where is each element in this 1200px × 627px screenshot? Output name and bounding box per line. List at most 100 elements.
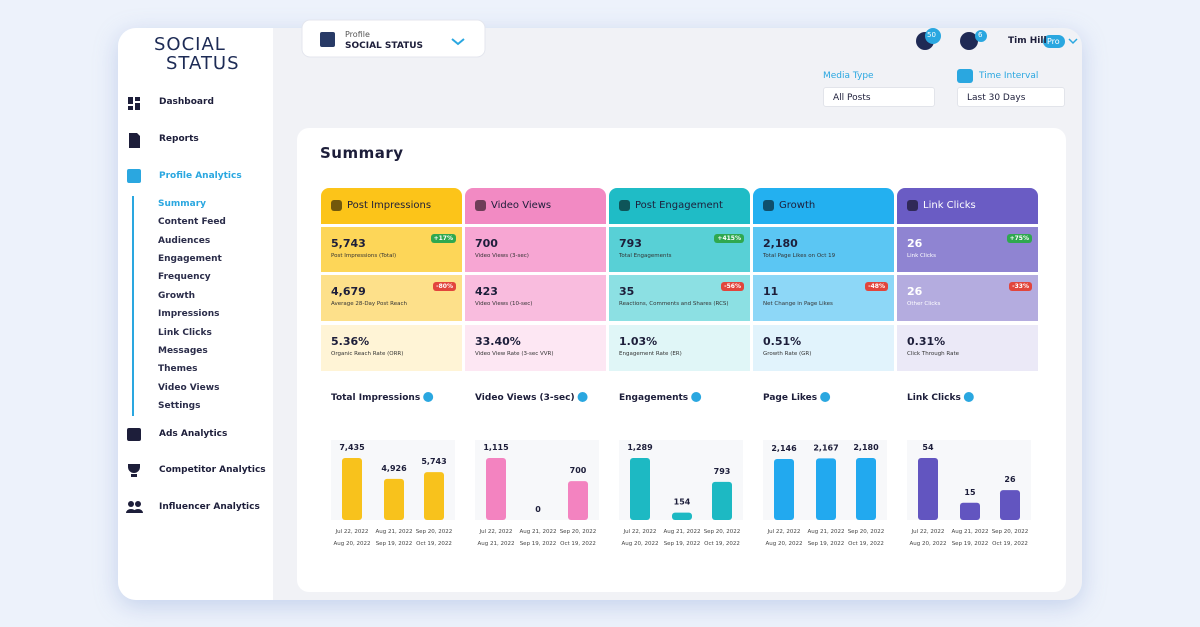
card-header: Post Impressions xyxy=(321,188,462,224)
nav-subitem[interactable]: Engagement xyxy=(158,254,222,265)
nav-item[interactable]: Profile Analytics xyxy=(159,171,242,181)
metric-label: Post Impressions (Total) xyxy=(331,253,397,259)
card-cell: 33.40% Video View Rate (3-sec VVR) xyxy=(465,325,606,371)
card-cell: 4,679 Average 28-Day Post Reach -80% xyxy=(321,275,462,321)
nav-subitem[interactable]: Summary xyxy=(158,199,207,209)
card-icon xyxy=(619,200,630,211)
chart-title: Video Views (3-sec) xyxy=(475,393,575,403)
card-header: Growth xyxy=(753,188,894,224)
x-tick-label: Aug 21, 2022 xyxy=(376,529,413,535)
metric-value: 0.31% xyxy=(907,335,946,348)
x-tick-label: Aug 21, 2022 xyxy=(520,529,557,535)
nav-subitem[interactable]: Video Views xyxy=(158,382,220,393)
logo: STATUS xyxy=(166,53,240,74)
value-label: 7,435 xyxy=(339,443,365,452)
bar xyxy=(1000,490,1020,520)
chart-title: Link Clicks xyxy=(907,393,961,403)
card-cell: 5.36% Organic Reach Rate (ORR) xyxy=(321,325,462,371)
info-icon xyxy=(691,392,702,402)
change-badge: -80% xyxy=(433,282,456,291)
filter-select[interactable]: Last 30 Days xyxy=(957,87,1065,107)
nav-subitem[interactable]: Frequency xyxy=(158,272,211,283)
x-tick-label: Jul 22, 2022 xyxy=(479,529,513,535)
x-tick-label: Aug 21, 2022 xyxy=(664,529,701,535)
metric-label: Total Engagements xyxy=(619,253,672,259)
nav-subitem[interactable]: Messages xyxy=(158,345,208,356)
card-cell: 35 Reactions, Comments and Shares (RCS) -5… xyxy=(609,275,750,321)
x-tick-label: Oct 19, 2022 xyxy=(848,541,884,547)
bar xyxy=(486,458,506,520)
nav-subitem[interactable]: Growth xyxy=(158,290,196,301)
value-label: 15 xyxy=(964,488,976,497)
x-tick-label: Jul 22, 2022 xyxy=(335,529,369,535)
notification-badge[interactable]: 50 xyxy=(927,31,936,39)
value-label: 2,167 xyxy=(813,443,838,452)
mini-chart: Engagements 1,289 Jul 22, 2022 Aug 20, 2022… xyxy=(619,392,743,547)
card-cell: 1.03% Engagement Rate (ER) xyxy=(609,325,750,371)
x-tick-label: Sep 19, 2022 xyxy=(664,541,701,547)
metric-value: 5,743 xyxy=(331,237,366,250)
value-label: 26 xyxy=(1004,475,1016,484)
x-tick-label: Sep 20, 2022 xyxy=(416,529,453,535)
nav-item[interactable]: Influencer Analytics xyxy=(159,502,260,512)
value-label: 5,743 xyxy=(421,457,446,466)
filter-select[interactable]: All Posts xyxy=(823,87,935,107)
bar xyxy=(342,458,362,520)
x-tick-label: Sep 19, 2022 xyxy=(376,541,413,547)
info-icon xyxy=(423,392,434,402)
chart-title: Total Impressions xyxy=(331,393,420,403)
x-tick-label: Aug 21, 2022 xyxy=(808,529,845,535)
x-tick-label: Oct 19, 2022 xyxy=(992,541,1028,547)
nav-subitem[interactable]: Audiences xyxy=(158,235,211,246)
mini-chart: Link Clicks 54 Jul 22, 2022 Aug 20, 2022 15 A… xyxy=(907,392,1031,547)
card-title: Post Impressions xyxy=(347,200,432,211)
x-tick-label: Sep 19, 2022 xyxy=(808,541,845,547)
card-icon xyxy=(475,200,486,211)
metric-label: Link Clicks xyxy=(907,253,936,259)
x-tick-label: Oct 19, 2022 xyxy=(560,541,596,547)
bar xyxy=(774,458,794,520)
x-tick-label: Aug 20, 2022 xyxy=(622,541,659,547)
value-label: 700 xyxy=(570,466,587,475)
card-cell: 0.51% Growth Rate (GR) xyxy=(753,325,894,371)
nav-subitem[interactable]: Themes xyxy=(158,364,198,375)
x-tick-label: Sep 20, 2022 xyxy=(704,529,741,535)
change-badge: +17% xyxy=(430,234,456,243)
nav-subitem[interactable]: Impressions xyxy=(158,309,220,320)
nav-subitem[interactable]: Content Feed xyxy=(158,217,226,228)
notification-badge[interactable]: 6 xyxy=(978,31,983,39)
value-label: 2,180 xyxy=(853,443,879,452)
user-name[interactable]: Tim Hill xyxy=(1008,36,1047,46)
bar xyxy=(672,512,692,520)
metric-value: 26 xyxy=(907,237,923,250)
mini-chart: Total Impressions 7,435 Jul 22, 2022 Aug 20… xyxy=(331,392,455,547)
x-tick-label: Sep 19, 2022 xyxy=(952,541,989,547)
x-tick-label: Jul 22, 2022 xyxy=(623,529,657,535)
metric-value: 11 xyxy=(763,285,779,298)
profile-name[interactable]: SOCIAL STATUS xyxy=(345,41,424,51)
nav-item[interactable]: Reports xyxy=(159,134,199,144)
metric-label: Click Through Rate xyxy=(907,351,960,357)
info-icon xyxy=(963,392,974,402)
nav-item[interactable]: Competitor Analytics xyxy=(159,465,266,475)
bar xyxy=(568,481,588,520)
nav-item[interactable]: Ads Analytics xyxy=(159,429,228,439)
value-label: 154 xyxy=(674,498,691,507)
card-cell: 26 Link Clicks +75% xyxy=(897,227,1038,272)
value-label: 4,926 xyxy=(381,464,407,473)
value-label: 1,115 xyxy=(483,443,509,452)
x-tick-label: Aug 21, 2022 xyxy=(478,541,515,547)
bar xyxy=(816,458,836,520)
bar xyxy=(712,481,732,520)
nav-subitem[interactable]: Link Clicks xyxy=(158,327,212,338)
metric-label: Net Change in Page Likes xyxy=(763,301,833,307)
metric-label: Engagement Rate (ER) xyxy=(619,351,682,357)
mini-chart: Video Views (3-sec) 1,115 Jul 22, 2022 Aug … xyxy=(475,392,599,547)
metric-label: Video Views (3-sec) xyxy=(475,253,529,259)
nav-subitem[interactable]: Settings xyxy=(158,400,201,411)
nav-item[interactable]: Dashboard xyxy=(159,97,214,107)
metric-label: Growth Rate (GR) xyxy=(763,351,812,357)
metric-label: Other Clicks xyxy=(907,301,941,307)
x-tick-label: Aug 21, 2022 xyxy=(952,529,989,535)
value-label: 2,146 xyxy=(771,444,797,453)
